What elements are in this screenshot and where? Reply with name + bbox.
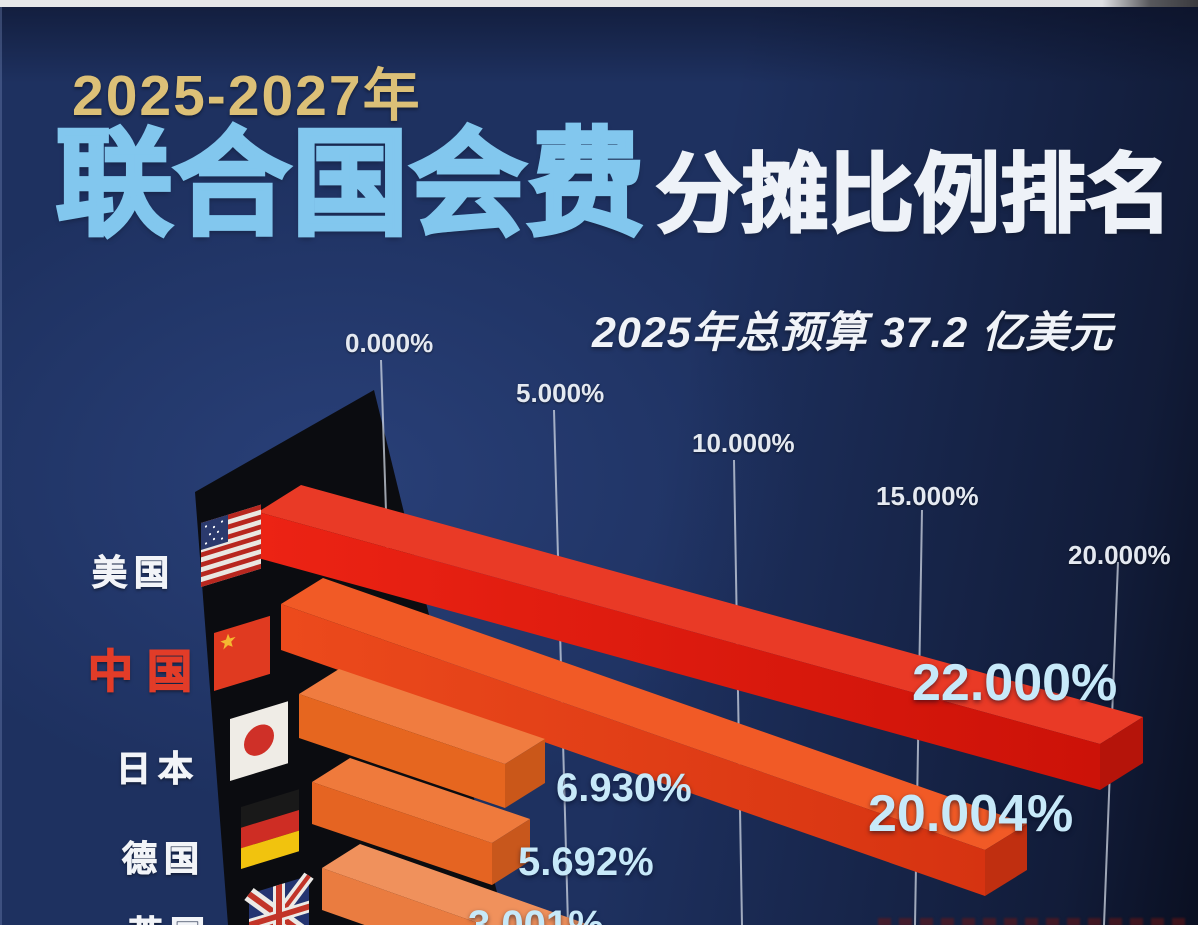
bar-usa <box>258 485 1143 790</box>
flag-germany-icon <box>241 789 299 869</box>
value-label-china: 20.004% <box>868 785 1074 843</box>
cropped-caption-fragment <box>878 918 1188 925</box>
value-label-usa: 22.000% <box>912 654 1118 712</box>
bar-china <box>281 578 1027 896</box>
left-edge-strip <box>0 7 2 925</box>
axis-tick-20: 20.000% <box>1068 540 1171 570</box>
value-label-uk: 3.001% <box>468 903 604 925</box>
country-label-uk: 英国 <box>127 906 212 925</box>
main-title-highlight: 联合国会费 <box>54 119 646 249</box>
flag-united-kingdom-icon <box>244 872 314 925</box>
country-label-japan: 日本 <box>115 750 201 790</box>
bar-japan <box>299 669 545 808</box>
axis-tick-0: 0.000% <box>345 328 434 358</box>
flag-united-states-icon <box>201 504 261 587</box>
bar-germany <box>312 758 530 885</box>
axis-tick-5: 5.000% <box>516 378 605 408</box>
axis-tick-10: 10.000% <box>692 428 795 458</box>
country-label-germany: 德国 <box>121 840 207 880</box>
gridline-10 <box>733 459 743 925</box>
main-title-rest: 分摊比例排名 <box>655 147 1174 244</box>
value-label-germany: 5.692% <box>518 840 654 884</box>
value-label-japan: 6.930% <box>556 766 692 810</box>
country-label-china: 中国 <box>87 645 207 698</box>
bar-uk <box>322 844 590 925</box>
country-label-usa: 美国 <box>91 554 177 594</box>
flag-china-icon <box>214 615 270 691</box>
main-title: 联合国会费 分摊比例排名 <box>54 119 1174 249</box>
budget-subtitle: 2025年总预算 37.2 亿美元 <box>592 309 1114 357</box>
flag-japan-icon <box>230 701 288 781</box>
year-range-title: 2025-2027年 <box>72 64 422 128</box>
axis-tick-15: 15.000% <box>876 481 979 511</box>
top-edge-strip <box>0 0 1198 7</box>
